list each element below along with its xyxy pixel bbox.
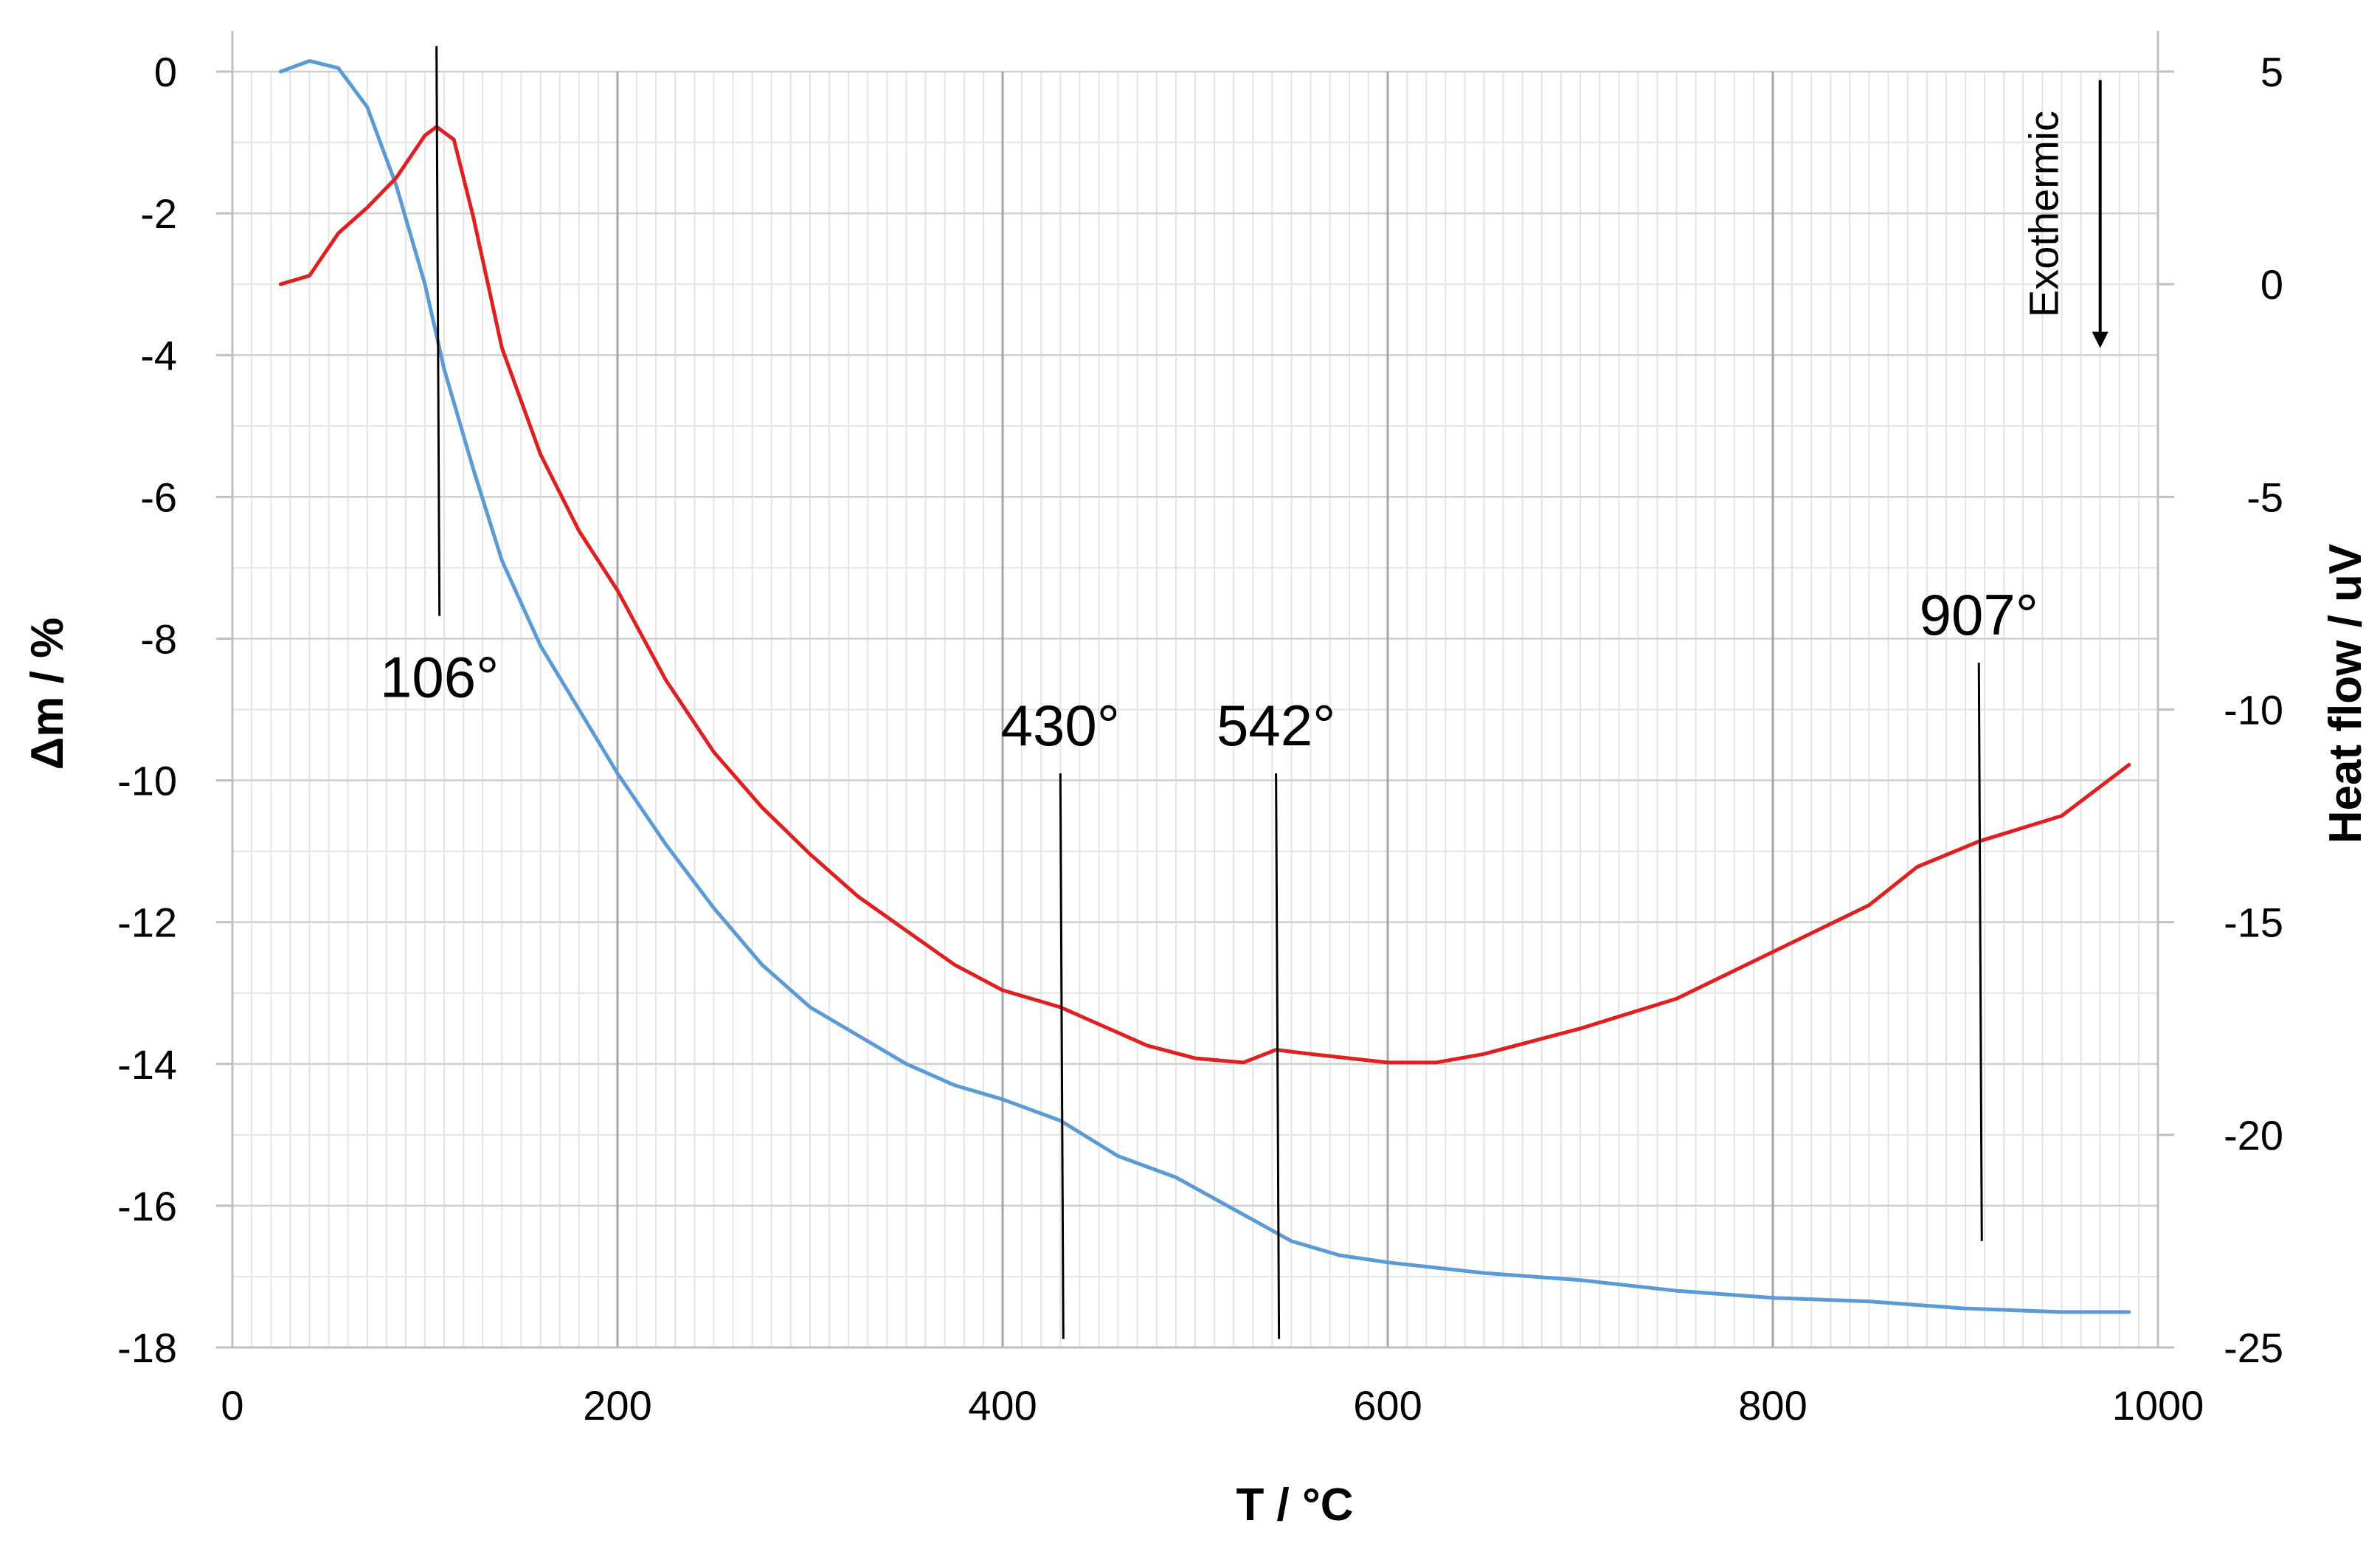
annotation-label: 430° <box>1001 693 1120 758</box>
ticks-layer: 0 200 400 600 800 1000 0 -2 -4 -6 -8 -10 -12 -14 -16 -1… <box>117 49 2283 1429</box>
y-left-tick-label: -2 <box>140 190 177 237</box>
y-left-tick-label: 0 <box>154 49 177 95</box>
y-axis-left-title: Δm / % <box>22 618 73 770</box>
annotation-label: 907° <box>1920 582 2038 647</box>
y-right-tick-label: 5 <box>2260 49 2283 95</box>
y-left-tick-label: -12 <box>117 900 177 946</box>
x-axis-title: T / °C <box>1236 1480 1353 1530</box>
annotation-label: 106° <box>380 645 499 710</box>
mass-loss-line <box>278 59 2131 1314</box>
y-left-tick-label: -18 <box>117 1325 177 1371</box>
heat-flow-line <box>278 125 2131 1065</box>
exothermic-label: Exothermic <box>2020 111 2066 317</box>
annotation-line <box>1275 773 1281 1339</box>
y-left-tick-label: -10 <box>117 758 177 804</box>
x-tick-label: 200 <box>583 1382 651 1429</box>
y-right-tick-label: 0 <box>2260 261 2283 308</box>
y-right-tick-label: -25 <box>2224 1325 2283 1371</box>
annotation-line <box>1977 663 1983 1241</box>
x-tick-label: 600 <box>1353 1382 1422 1429</box>
series-layer <box>278 59 2131 1314</box>
y-left-tick-label: -6 <box>140 474 177 520</box>
y-right-tick-label: -15 <box>2224 900 2283 946</box>
x-tick-label: 1000 <box>2112 1382 2204 1429</box>
annotations-layer: 106° 430° 542° 907° <box>380 46 2109 1339</box>
axes <box>216 31 2174 1349</box>
y-axis-right-title: Heat flow / uV <box>2320 544 2371 843</box>
x-tick-label: 800 <box>1738 1382 1807 1429</box>
exothermic-arrow-head <box>2092 331 2109 348</box>
y-left-tick-label: -8 <box>140 615 177 662</box>
annotation-line <box>1059 773 1065 1339</box>
y-left-tick-label: -14 <box>117 1041 177 1088</box>
grid-minor <box>232 72 2158 1347</box>
annotation-line <box>435 46 441 616</box>
y-right-tick-label: -10 <box>2224 687 2283 733</box>
annotation-label: 542° <box>1217 693 1335 758</box>
y-right-tick-label: -5 <box>2246 474 2283 520</box>
x-tick-label: 400 <box>968 1382 1037 1429</box>
y-left-tick-label: -4 <box>140 332 177 379</box>
x-tick-label: 0 <box>221 1382 243 1429</box>
y-left-tick-label: -16 <box>117 1183 177 1229</box>
y-right-tick-label: -20 <box>2224 1112 2283 1159</box>
